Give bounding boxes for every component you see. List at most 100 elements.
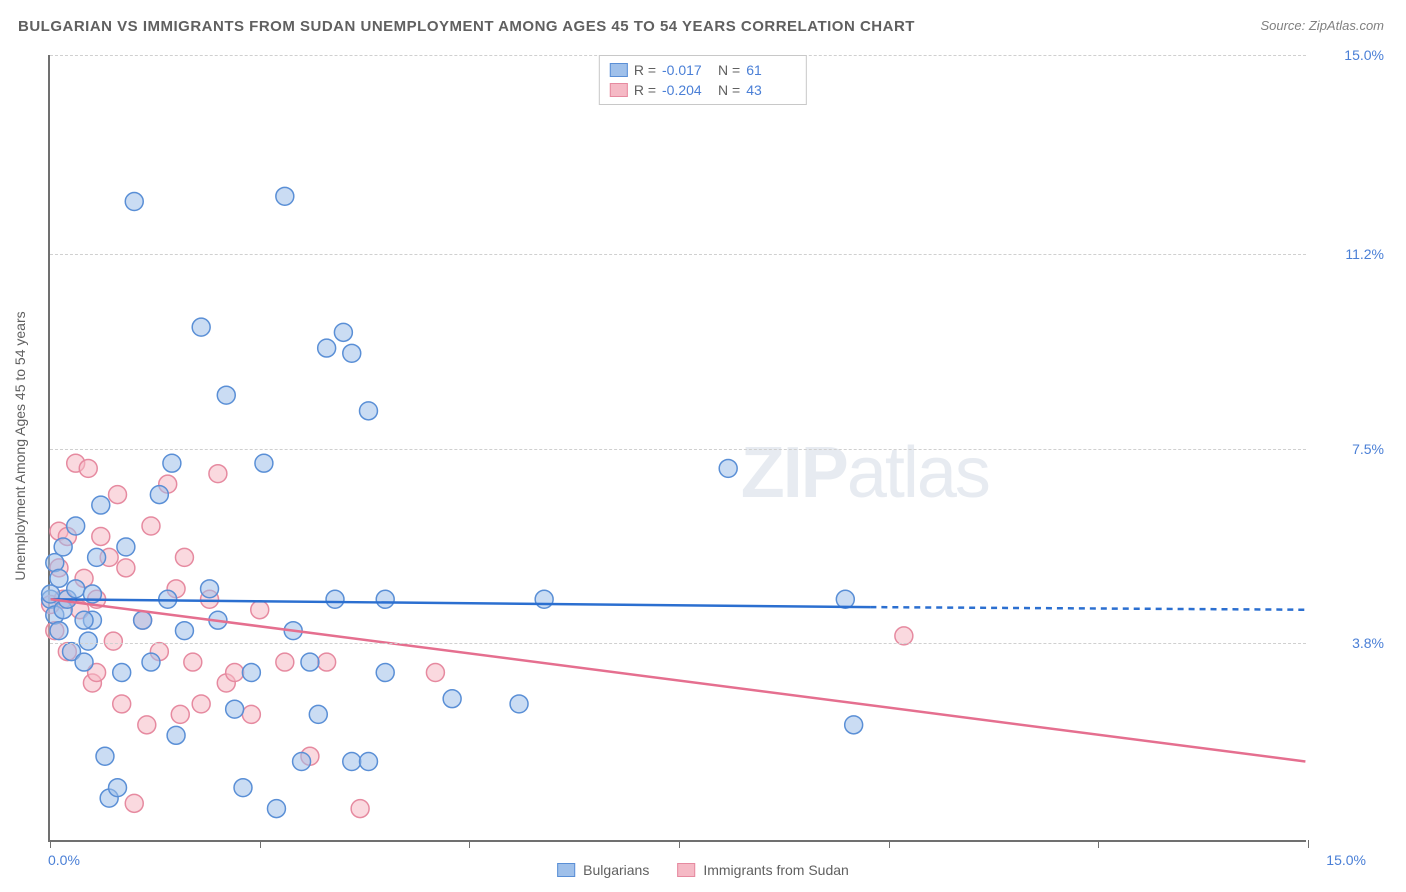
legend-item-pink: Immigrants from Sudan (677, 862, 849, 878)
data-point (125, 193, 143, 211)
data-point (360, 402, 378, 420)
x-axis-max-label: 15.0% (1326, 852, 1366, 868)
data-point (75, 653, 93, 671)
swatch-blue-icon (557, 863, 575, 877)
r-value-pink: -0.204 (662, 82, 712, 98)
data-point (184, 653, 202, 671)
x-tick (260, 840, 261, 848)
data-point (267, 800, 285, 818)
x-tick (1098, 840, 1099, 848)
r-label: R = (634, 62, 656, 78)
data-point (125, 794, 143, 812)
data-point (719, 459, 737, 477)
legend-label-blue: Bulgarians (583, 862, 649, 878)
y-tick-label: 7.5% (1352, 441, 1384, 457)
data-point (134, 611, 152, 629)
x-tick (50, 840, 51, 848)
gridline (50, 643, 1306, 644)
n-value-blue: 61 (746, 62, 796, 78)
data-point (92, 496, 110, 514)
x-tick (1308, 840, 1309, 848)
data-point (209, 465, 227, 483)
swatch-pink-icon (677, 863, 695, 877)
data-point (88, 548, 106, 566)
data-point (845, 716, 863, 734)
x-axis-min-label: 0.0% (48, 852, 80, 868)
data-point (163, 454, 181, 472)
plot-area: ZIPatlas 3.8%7.5%11.2%15.0% (48, 55, 1306, 842)
data-point (192, 695, 210, 713)
data-point (376, 590, 394, 608)
gridline (50, 254, 1306, 255)
data-point (142, 517, 160, 535)
legend-label-pink: Immigrants from Sudan (703, 862, 849, 878)
n-label: N = (718, 82, 740, 98)
gridline (50, 449, 1306, 450)
data-point (234, 779, 252, 797)
data-point (276, 653, 294, 671)
source-attribution: Source: ZipAtlas.com (1260, 18, 1384, 33)
y-tick-label: 11.2% (1345, 246, 1384, 262)
data-point (535, 590, 553, 608)
correlation-legend: R = -0.017 N = 61 R = -0.204 N = 43 (599, 55, 807, 105)
swatch-blue-icon (610, 63, 628, 77)
data-point (67, 517, 85, 535)
data-point (376, 664, 394, 682)
y-axis-title: Unemployment Among Ages 45 to 54 years (12, 311, 28, 580)
regression-line (870, 607, 1305, 610)
data-point (138, 716, 156, 734)
data-point (334, 323, 352, 341)
data-point (293, 753, 311, 771)
data-point (92, 527, 110, 545)
correlation-row-pink: R = -0.204 N = 43 (610, 80, 796, 100)
data-point (226, 700, 244, 718)
data-point (192, 318, 210, 336)
data-point (251, 601, 269, 619)
chart-title: BULGARIAN VS IMMIGRANTS FROM SUDAN UNEMP… (18, 18, 915, 35)
x-tick (469, 840, 470, 848)
x-tick (889, 840, 890, 848)
data-point (351, 800, 369, 818)
data-point (301, 653, 319, 671)
data-point (343, 344, 361, 362)
data-point (276, 187, 294, 205)
data-point (318, 339, 336, 357)
data-point (117, 559, 135, 577)
swatch-pink-icon (610, 83, 628, 97)
data-point (150, 486, 168, 504)
y-tick-label: 3.8% (1352, 635, 1384, 651)
data-point (318, 653, 336, 671)
data-point (117, 538, 135, 556)
data-point (96, 747, 114, 765)
y-tick-label: 15.0% (1344, 47, 1384, 63)
data-point (309, 705, 327, 723)
r-value-blue: -0.017 (662, 62, 712, 78)
legend-item-blue: Bulgarians (557, 862, 649, 878)
correlation-row-blue: R = -0.017 N = 61 (610, 60, 796, 80)
data-point (836, 590, 854, 608)
r-label: R = (634, 82, 656, 98)
n-label: N = (718, 62, 740, 78)
x-tick (679, 840, 680, 848)
data-point (54, 538, 72, 556)
data-point (255, 454, 273, 472)
data-point (167, 726, 185, 744)
data-point (226, 664, 244, 682)
data-point (343, 753, 361, 771)
data-point (242, 664, 260, 682)
data-point (242, 705, 260, 723)
chart-svg (50, 55, 1306, 840)
data-point (109, 779, 127, 797)
data-point (360, 753, 378, 771)
data-point (50, 569, 68, 587)
data-point (175, 622, 193, 640)
data-point (142, 653, 160, 671)
data-point (217, 386, 235, 404)
data-point (75, 611, 93, 629)
data-point (109, 486, 127, 504)
n-value-pink: 43 (746, 82, 796, 98)
data-point (171, 705, 189, 723)
data-point (79, 459, 97, 477)
series-legend: Bulgarians Immigrants from Sudan (557, 862, 849, 878)
data-point (67, 580, 85, 598)
